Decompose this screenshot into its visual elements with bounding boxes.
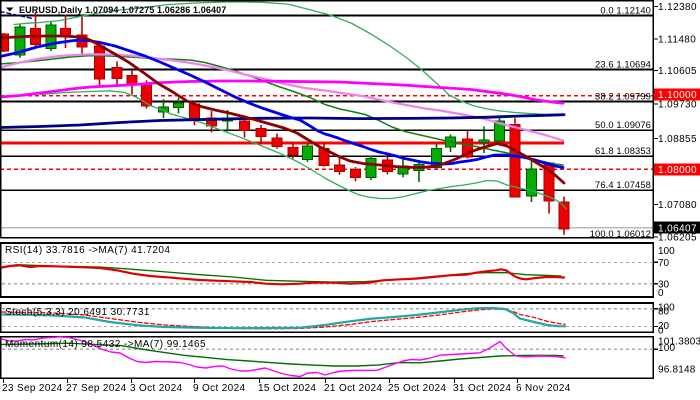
svg-text:96.8148: 96.8148 xyxy=(658,365,696,376)
svg-text:0.0 1.12140: 0.0 1.12140 xyxy=(600,5,651,16)
svg-text:15 Oct 2024: 15 Oct 2024 xyxy=(258,383,316,394)
svg-text:Momentum(14) 98.5432 ->MA(7): Momentum(14) 98.5432 ->MA(7) 99.1465 xyxy=(5,339,206,350)
svg-text:100: 100 xyxy=(658,302,675,313)
svg-text:100: 100 xyxy=(658,343,676,354)
svg-text:30: 30 xyxy=(658,279,670,290)
svg-text:1.11480: 1.11480 xyxy=(658,35,696,46)
svg-text:70: 70 xyxy=(658,258,670,269)
svg-text:38.2 1.09799: 38.2 1.09799 xyxy=(595,91,651,102)
svg-text:0: 0 xyxy=(658,288,664,299)
svg-text:1.10605: 1.10605 xyxy=(658,66,697,77)
svg-text:6 Nov 2024: 6 Nov 2024 xyxy=(516,383,571,394)
svg-text:76.4 1.07458: 76.4 1.07458 xyxy=(595,179,651,190)
svg-text:1.08855: 1.08855 xyxy=(658,134,697,145)
svg-text:1.07080: 1.07080 xyxy=(658,200,697,211)
svg-text:23 Sep 2024: 23 Sep 2024 xyxy=(2,383,63,394)
svg-text:100.0 1.06012: 100.0 1.06012 xyxy=(590,228,651,239)
svg-text:1.09730: 1.09730 xyxy=(658,100,697,111)
svg-text:23.6 1.10694: 23.6 1.10694 xyxy=(595,59,651,70)
svg-text:80: 80 xyxy=(658,307,670,318)
svg-text:21 Oct 2024: 21 Oct 2024 xyxy=(324,383,382,394)
svg-text:27 Sep 2024: 27 Sep 2024 xyxy=(66,383,127,394)
svg-text:Stoch(5,3,3) 20.6491 30.7731: Stoch(5,3,3) 20.6491 30.7731 xyxy=(5,307,150,318)
svg-text:9 Oct 2024: 9 Oct 2024 xyxy=(193,383,246,394)
svg-text:3 Oct 2024: 3 Oct 2024 xyxy=(130,383,183,394)
svg-text:61.8 1.08353: 61.8 1.08353 xyxy=(595,145,651,156)
svg-text:1.06205: 1.06205 xyxy=(658,233,697,244)
svg-text:1.10000: 1.10000 xyxy=(658,90,697,101)
svg-text:EURUSD,Daily 1.07094 1.07275: EURUSD,Daily 1.07094 1.07275 1.06286 1.0… xyxy=(19,5,226,15)
svg-text:50.0 1.09076: 50.0 1.09076 xyxy=(595,119,651,130)
svg-text:31 Oct 2024: 31 Oct 2024 xyxy=(453,383,511,394)
svg-text:101.3803: 101.3803 xyxy=(658,337,700,348)
svg-text:0: 0 xyxy=(658,325,664,336)
svg-text:1.08000: 1.08000 xyxy=(658,165,697,176)
svg-text:20: 20 xyxy=(658,321,670,332)
svg-text:1.06407: 1.06407 xyxy=(658,223,697,234)
svg-text:25 Oct 2024: 25 Oct 2024 xyxy=(388,383,446,394)
svg-text:RSI(14) 33.7816 ->MA(7) 41.72: RSI(14) 33.7816 ->MA(7) 41.7204 xyxy=(5,245,170,256)
svg-text:100: 100 xyxy=(658,246,675,257)
svg-text:1.12380: 1.12380 xyxy=(658,2,697,13)
